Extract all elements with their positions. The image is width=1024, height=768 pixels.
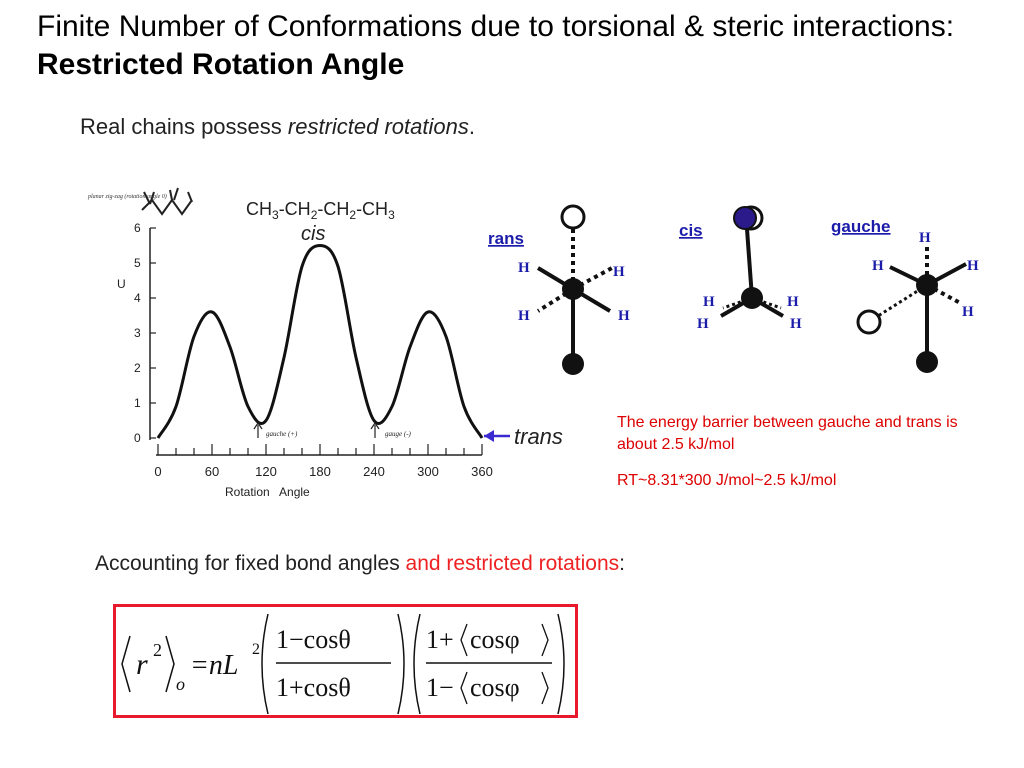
y-tick-label: 4 <box>134 291 141 305</box>
x-tick-label: 300 <box>417 464 439 479</box>
methyl-bottom-icon <box>916 351 938 373</box>
rt-note: RT~8.31*300 J/mol~2.5 kJ/mol <box>617 472 837 489</box>
energy-barrier-note: The energy barrier between gauche and tr… <box>617 414 958 453</box>
cis-newman: cis H H H H <box>679 205 802 332</box>
y-tick-label: 0 <box>134 431 141 445</box>
subtitle-italic: restricted rotations <box>287 114 469 139</box>
equation-box <box>113 604 578 718</box>
h-atom: H <box>790 316 802 332</box>
trans-newman: rans H H H H <box>488 204 630 375</box>
slide-title: Finite Number of Conformations due to to… <box>37 8 997 84</box>
equation: r 2 o =nL 2 1−cosθ 1+cosθ 1+ cosφ 1− cos… <box>121 613 565 715</box>
formula: CH3-CH2-CH2-CH3 <box>246 199 395 222</box>
eq-sup: 2 <box>153 640 162 660</box>
x-axis-label: Rotation Angle <box>225 485 310 499</box>
cis-mol-label: cis <box>679 221 703 240</box>
eq-num2b: cosφ <box>470 625 520 654</box>
subtitle: Real chains possess restricted rotations… <box>80 114 475 140</box>
accounting-plain: Accounting for fixed bond angles <box>95 552 406 575</box>
y-tick-label: 2 <box>134 361 141 375</box>
eq-l-sup: 2 <box>252 641 260 658</box>
y-tick-label: 3 <box>134 326 141 340</box>
gauche-newman: gauche H H H H <box>831 217 979 373</box>
x-tick-label: 0 <box>154 464 161 479</box>
h-atom: H <box>697 316 709 332</box>
accounting-red: and restricted rotations <box>405 552 620 575</box>
methyl-gauche-icon <box>856 309 882 335</box>
energy-plot: planar zig-zag (rotation angle 0) CH3-CH… <box>87 187 563 499</box>
eq-sub: o <box>176 674 185 694</box>
h-atom: H <box>872 258 884 274</box>
eq-num1: 1−cosθ <box>276 625 351 654</box>
accounting-end: : <box>619 552 625 575</box>
gauche-plus-label: gauche (+) <box>266 430 298 438</box>
h-atom: H <box>919 230 931 246</box>
h-atom: H <box>967 258 979 274</box>
h-atom: H <box>618 308 630 324</box>
methyl-top-icon <box>560 204 586 230</box>
title-bold: Restricted Rotation Angle <box>37 48 405 81</box>
y-tick-label: 1 <box>134 396 141 410</box>
eq-den2b: cosφ <box>470 673 520 702</box>
eq-num2a: 1+ <box>426 625 454 654</box>
inset-note: planar zig-zag (rotation angle 0) <box>87 193 167 200</box>
gauche-minus-marker: gauge (-) <box>370 421 412 438</box>
accounting-text: Accounting for fixed bond angles and res… <box>95 552 625 576</box>
eq-den2a: 1− <box>426 673 454 702</box>
cis-label: cis <box>301 223 325 245</box>
x-tick-label: 360 <box>471 464 493 479</box>
h-atom: H <box>518 308 530 324</box>
y-tick-label: 5 <box>134 256 141 270</box>
x-tick-label: 120 <box>255 464 277 479</box>
methyl-eclipsed-icon <box>733 206 757 230</box>
h-atom: H <box>613 264 625 280</box>
gauche-minus-label: gauge (-) <box>385 430 412 438</box>
trans-label: trans <box>514 424 563 449</box>
subtitle-plain: Real chains possess <box>80 114 288 139</box>
gauche-mol-label: gauche <box>831 217 891 236</box>
gauche-plus-marker: gauche (+) <box>253 421 298 438</box>
h-atom: H <box>962 304 974 320</box>
x-tick-label: 180 <box>309 464 331 479</box>
energy-curve <box>156 243 484 439</box>
y-tick-label: 6 <box>134 221 141 235</box>
subtitle-end: . <box>468 114 475 139</box>
x-tick-label: 240 <box>363 464 385 479</box>
methyl-bottom-icon <box>562 353 584 375</box>
trans-mol-label: rans <box>488 229 524 248</box>
trans-arrow <box>484 430 510 442</box>
h-atom: H <box>703 294 715 310</box>
x-tick-label: 60 <box>205 464 219 479</box>
title-plain: Finite Number of Conformations due to to… <box>37 10 955 43</box>
eq-r: r <box>136 648 148 681</box>
h-atom: H <box>518 260 530 276</box>
y-axis-label: U <box>117 277 126 291</box>
eq-den1: 1+cosθ <box>276 673 351 702</box>
inset-zigzag-icon <box>141 187 193 216</box>
eq-nl: =nL <box>190 650 238 681</box>
h-atom: H <box>787 294 799 310</box>
